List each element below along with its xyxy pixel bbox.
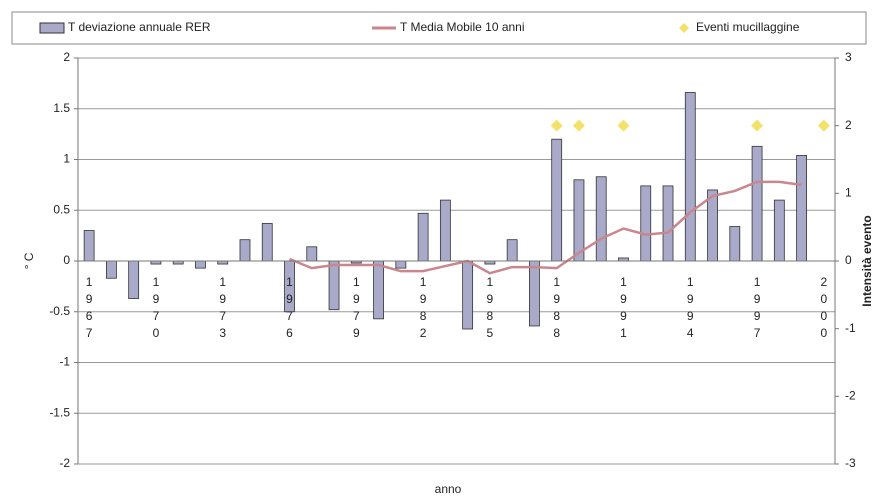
bar	[796, 155, 808, 262]
y2-tick-label: -2	[845, 389, 856, 403]
y2-tick-label: 1	[845, 186, 852, 200]
bar	[439, 199, 451, 262]
legend-box	[11, 11, 867, 45]
y-tick-label: -1.5	[49, 405, 70, 419]
y2-tick-label: 0	[845, 253, 852, 267]
y-tick-label: 0	[63, 253, 70, 267]
bar	[306, 246, 318, 262]
y2-tick-label: -3	[845, 456, 856, 470]
bar	[640, 185, 652, 262]
bar	[328, 260, 340, 311]
y-axis-title: ° C	[22, 252, 36, 269]
x-axis-title: anno	[435, 482, 462, 496]
y-tick-label: -1	[59, 355, 70, 369]
bar	[573, 179, 585, 262]
y2-axis-title: Intensità evento	[860, 215, 874, 306]
marker	[817, 119, 830, 132]
bar	[595, 176, 607, 262]
legend-swatch	[679, 23, 689, 33]
bar	[239, 239, 251, 262]
bar	[395, 260, 407, 269]
y-tick-label: -2	[59, 456, 70, 470]
bar	[751, 145, 763, 262]
legend-label: T Media Mobile 10 anni	[400, 20, 525, 34]
bar	[729, 226, 741, 262]
y-tick-label: -0.5	[49, 304, 70, 318]
bar	[707, 189, 718, 262]
bar	[462, 260, 474, 330]
bar	[417, 212, 429, 262]
bar	[195, 260, 206, 269]
bar	[373, 260, 384, 320]
marker	[572, 119, 585, 132]
bar	[662, 185, 674, 262]
legend-label: Eventi mucillaggine	[696, 20, 800, 34]
marker	[550, 119, 563, 132]
bar	[551, 138, 563, 262]
marker	[751, 119, 764, 132]
bar	[83, 230, 95, 262]
y-tick-label: 2	[63, 50, 70, 64]
legend-swatch	[39, 22, 65, 34]
y-tick-label: 1.5	[53, 101, 70, 115]
bar	[506, 239, 518, 262]
marker	[617, 119, 630, 132]
line	[289, 180, 802, 275]
y-tick-label: 1	[63, 152, 70, 166]
y2-tick-label: 2	[845, 118, 852, 132]
bar	[529, 260, 540, 327]
y2-tick-label: -1	[845, 321, 856, 335]
bar	[128, 260, 140, 299]
bar	[261, 223, 273, 262]
bar	[105, 260, 117, 279]
y-tick-label: 0.5	[53, 202, 70, 216]
bar	[773, 199, 785, 262]
y2-tick-label: 3	[845, 50, 852, 64]
legend-label: T deviazione annuale RER	[68, 20, 211, 34]
bar	[684, 92, 696, 262]
